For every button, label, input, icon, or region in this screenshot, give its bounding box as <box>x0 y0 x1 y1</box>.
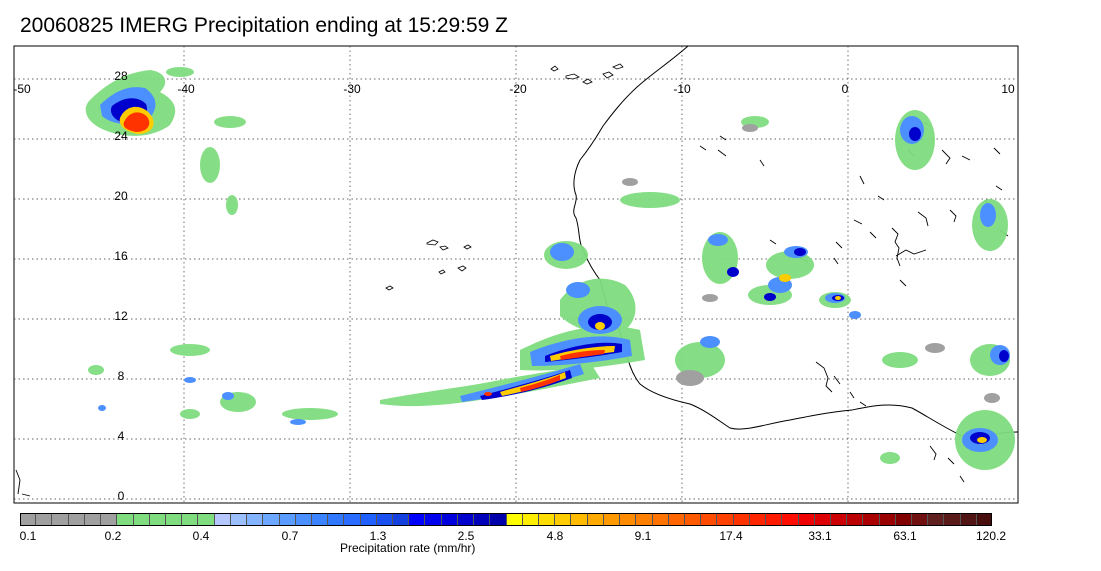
colorbar-swatch <box>879 513 896 526</box>
colorbar-swatch <box>295 513 312 526</box>
colorbar-tick-label: 1.3 <box>369 529 387 543</box>
lon-tick-label: -30 <box>343 82 361 96</box>
colorbar-swatch <box>376 513 394 526</box>
lon-tick-label: -10 <box>673 82 691 96</box>
colorbar-swatch <box>684 513 702 526</box>
colorbar-swatch <box>52 513 69 526</box>
colorbar-swatch <box>457 513 475 526</box>
colorbar-swatch <box>652 513 669 526</box>
colorbar-swatch <box>766 513 783 526</box>
colorbar-swatch <box>733 513 750 526</box>
colorbar-tick-label: 2.5 <box>457 529 475 543</box>
colorbar-swatch <box>587 513 604 526</box>
colorbar-swatch <box>84 513 102 526</box>
colorbar <box>20 513 993 526</box>
lon-tick-label: -20 <box>509 82 527 96</box>
colorbar-swatch <box>117 513 134 526</box>
colorbar-swatch <box>798 513 815 526</box>
coastline-islands-west <box>385 63 624 291</box>
colorbar-swatch <box>360 513 377 526</box>
colorbar-swatch <box>717 513 734 526</box>
colorbar-swatch <box>20 513 37 526</box>
colorbar-swatch <box>944 513 961 526</box>
colorbar-swatch <box>490 513 507 526</box>
colorbar-swatch <box>701 513 718 526</box>
colorbar-swatch <box>182 513 199 526</box>
colorbar-swatch <box>555 513 572 526</box>
page-title: 20060825 IMERG Precipitation ending at 1… <box>20 14 508 37</box>
lon-tick-labels: -50 -40 -30 -20 -10 0 10 <box>13 82 1015 96</box>
colorbar-swatch <box>830 513 848 526</box>
lon-tick-label: -40 <box>177 82 195 96</box>
colorbar-swatch <box>393 513 410 526</box>
grid-lines <box>14 46 1018 503</box>
colorbar-swatch <box>311 513 329 526</box>
colorbar-tick-label: 120.2 <box>975 529 1007 543</box>
colorbar-swatch <box>539 513 556 526</box>
lat-tick-label: 16 <box>114 249 128 263</box>
colorbar-swatch <box>863 513 880 526</box>
colorbar-swatch <box>165 513 183 526</box>
colorbar-swatch <box>214 513 231 526</box>
colorbar-swatch <box>149 513 166 526</box>
colorbar-swatch <box>782 513 799 526</box>
lat-tick-label: 0 <box>118 489 125 503</box>
colorbar-tick-label: 0.2 <box>104 529 122 543</box>
colorbar-swatch <box>425 513 442 526</box>
colorbar-swatch <box>409 513 426 526</box>
colorbar-swatch <box>68 513 85 526</box>
colorbar-swatch <box>847 513 864 526</box>
colorbar-swatch <box>668 513 685 526</box>
lat-tick-label: 4 <box>118 429 125 443</box>
colorbar-swatch <box>976 513 993 526</box>
colorbar-swatch <box>328 513 345 526</box>
colorbar-swatch <box>912 513 929 526</box>
precip-extreme <box>123 112 605 396</box>
colorbar-swatch <box>133 513 150 526</box>
lon-tick-label: -50 <box>13 82 31 96</box>
colorbar-swatch <box>603 513 621 526</box>
lat-tick-label: 28 <box>114 69 128 83</box>
colorbar-tick-label: 33.1 <box>808 529 832 543</box>
lat-tick-labels: 28 24 20 16 12 8 4 0 <box>114 69 128 503</box>
colorbar-swatch <box>101 513 118 526</box>
colorbar-swatch <box>620 513 637 526</box>
lat-tick-label: 20 <box>114 189 128 203</box>
colorbar-swatch <box>960 513 977 526</box>
colorbar-swatch <box>230 513 248 526</box>
lon-tick-label: 0 <box>842 82 849 96</box>
colorbar-swatch <box>571 513 588 526</box>
colorbar-swatch <box>474 513 491 526</box>
colorbar-swatch <box>263 513 280 526</box>
colorbar-tick-label: 0.1 <box>19 529 37 543</box>
lat-tick-label: 24 <box>114 129 128 143</box>
colorbar-swatch <box>198 513 215 526</box>
colorbar-tick-label: 0.4 <box>192 529 210 543</box>
lat-tick-label: 8 <box>118 369 125 383</box>
colorbar-swatch <box>522 513 539 526</box>
colorbar-swatch <box>814 513 831 526</box>
map-frame <box>13 45 1019 504</box>
lat-tick-label: 12 <box>114 309 128 323</box>
colorbar-tick-label: 17.4 <box>719 529 743 543</box>
rivers-lakes <box>15 121 1009 497</box>
colorbar-swatch <box>928 513 945 526</box>
colorbar-tick-label: 0.7 <box>281 529 299 543</box>
colorbar-swatch <box>36 513 53 526</box>
colorbar-swatch <box>247 513 264 526</box>
colorbar-swatch <box>344 513 361 526</box>
colorbar-tick-label: 63.1 <box>893 529 917 543</box>
colorbar-swatch <box>441 513 458 526</box>
colorbar-tick-label: 9.1 <box>634 529 652 543</box>
colorbar-swatch <box>506 513 523 526</box>
colorbar-swatch <box>895 513 913 526</box>
precip-gray <box>622 124 1000 403</box>
colorbar-title: Precipitation rate (mm/hr) <box>340 541 476 555</box>
lon-tick-label: 10 <box>1001 82 1015 96</box>
colorbar-swatch <box>279 513 296 526</box>
colorbar-swatch <box>636 513 653 526</box>
colorbar-swatch <box>749 513 767 526</box>
colorbar-tick-label: 4.8 <box>546 529 564 543</box>
